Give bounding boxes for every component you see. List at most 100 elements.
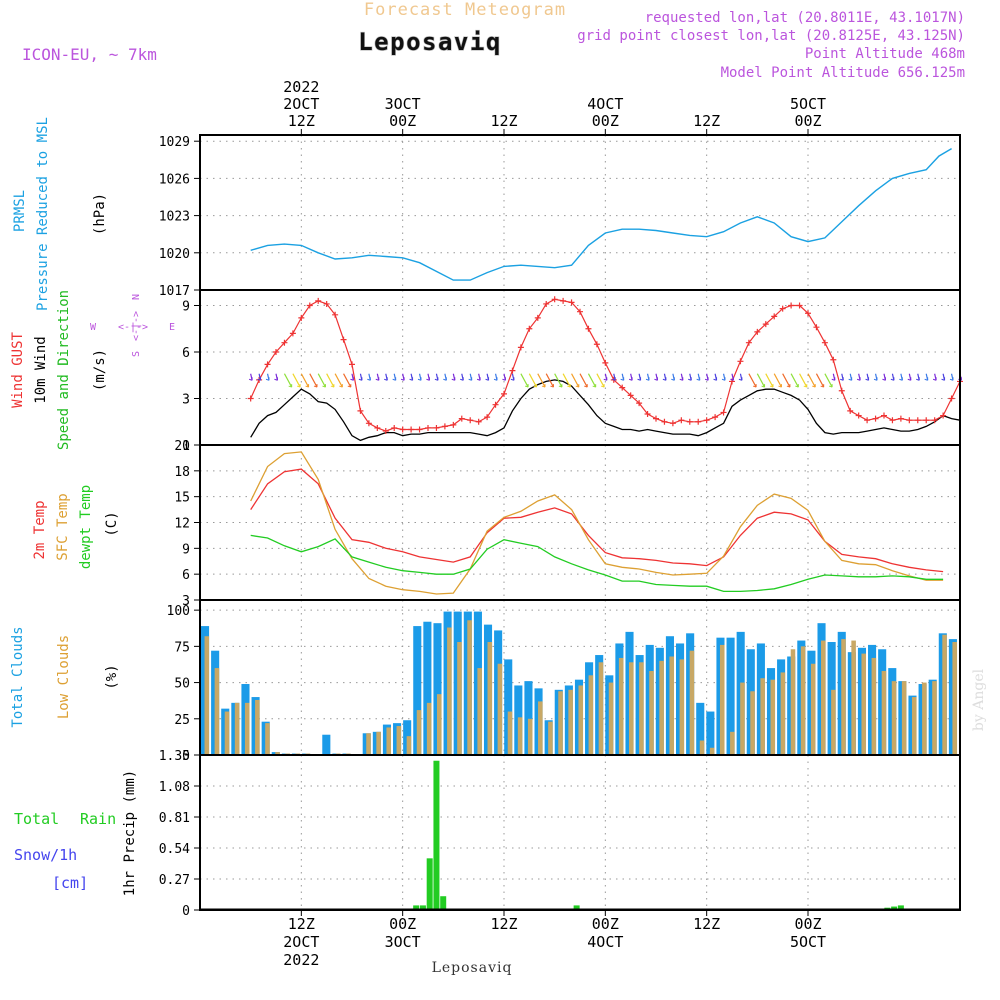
pressure-ytick-label: 1026 <box>159 172 190 187</box>
model-label: ICON-EU, ~ 7km <box>22 45 157 64</box>
total-cloud-bar <box>433 623 442 755</box>
gust-marker <box>585 325 592 332</box>
wind-dir-arrow <box>537 373 546 388</box>
bottom-time-label: 2OCT <box>283 933 319 951</box>
clouds-label-low: Low Clouds <box>56 635 72 719</box>
wind-dir-arrow <box>334 373 343 388</box>
total-cloud-bar <box>413 626 422 755</box>
wind-dir-arrow <box>326 373 335 388</box>
wind-dir-head <box>865 377 870 381</box>
temp-label-dew: dewpt Temp <box>78 485 94 569</box>
top-time-label: 4OCT <box>587 95 623 113</box>
gust-marker <box>441 423 448 430</box>
wind-dir-head <box>417 377 422 381</box>
wind-dir-head <box>367 377 371 381</box>
wind-dir-head <box>248 377 253 381</box>
precip-ytick-label: 0.81 <box>159 811 190 826</box>
precip-label-rain: Rain <box>80 810 116 828</box>
wind-dir-head <box>890 377 895 381</box>
gust-marker <box>391 424 398 431</box>
top-time-label: 5OCT <box>790 95 826 113</box>
gridpoint-coords: grid point closest lon,lat (20.8125E, 43… <box>577 28 965 44</box>
low-cloud-bar <box>214 668 220 755</box>
precip-bar <box>413 905 420 910</box>
bottom-time-label: 00Z <box>389 915 416 933</box>
low-cloud-bar <box>780 672 786 755</box>
wind-dir-head <box>679 377 684 381</box>
wind-ytick-label: 9 <box>182 300 190 315</box>
bottom-time-label: 00Z <box>794 915 821 933</box>
gust-marker <box>948 395 955 402</box>
gust-marker <box>264 361 271 368</box>
wind-dir-head <box>400 377 405 381</box>
gust-marker <box>931 417 938 424</box>
wind-10m-line <box>250 379 961 442</box>
wind-dir-arrow <box>300 373 310 388</box>
wind-dir-head <box>476 377 481 381</box>
low-cloud-bar <box>790 649 796 755</box>
gust-marker <box>889 417 896 424</box>
wind-dir-head <box>812 384 816 388</box>
wind-dir-arrow <box>317 373 326 388</box>
compass-arrow: <-|-> <box>131 311 142 341</box>
bottom-time-label: 12Z <box>490 915 517 933</box>
wind-dir-arrow <box>587 373 597 388</box>
gust-marker <box>703 417 710 424</box>
precip-bar <box>897 905 904 910</box>
low-cloud-bar <box>234 702 240 755</box>
gust-marker <box>298 314 305 321</box>
wind-dir-head <box>820 384 825 388</box>
gust-marker <box>788 302 795 309</box>
wind-dir-head <box>671 377 675 381</box>
temp-unit: (C) <box>104 511 120 536</box>
low-cloud-bar <box>608 682 614 755</box>
wind-dir-head <box>510 377 515 381</box>
low-cloud-bar <box>709 747 715 755</box>
wind-dir-arrow <box>292 373 301 388</box>
model-altitude: Model Point Altitude 656.125m <box>721 65 965 81</box>
low-cloud-bar <box>457 642 462 755</box>
gust-marker <box>509 367 516 374</box>
low-cloud-bar <box>750 691 755 755</box>
wind-dir-arrow <box>756 373 766 388</box>
compass-n: N <box>131 294 142 300</box>
low-cloud-bar <box>224 711 230 755</box>
wind-dir-arrow <box>554 373 563 388</box>
top-time-label: 2OCT <box>283 95 319 113</box>
requested-coords: requested lon,lat (20.8011E, 43.1017N) <box>645 10 965 26</box>
low-cloud-bar <box>649 670 654 755</box>
wind-dir-head <box>567 384 571 388</box>
low-cloud-bar <box>629 662 634 755</box>
wind-dir-head <box>786 384 791 388</box>
gust-marker <box>855 412 862 419</box>
gust-marker <box>593 341 600 348</box>
low-cloud-bar <box>639 662 644 755</box>
gust-marker <box>492 401 499 408</box>
wind-dir-head <box>358 377 363 381</box>
wind-dir-arrow <box>520 373 529 388</box>
wind-dir-head <box>502 377 506 381</box>
pressure-ytick-label: 1020 <box>159 247 190 262</box>
low-cloud-bar <box>568 689 573 755</box>
bottom-time-label: 5OCT <box>790 933 826 951</box>
wind-dir-arrow <box>824 373 833 388</box>
gust-marker <box>475 418 482 425</box>
temp-ytick-label: 12 <box>174 517 190 532</box>
top-time-label: 12Z <box>490 112 517 130</box>
total-cloud-bar <box>696 702 705 755</box>
precip-label-total: Total <box>14 810 59 828</box>
low-cloud-bar <box>578 685 584 755</box>
wind-dir-head <box>704 377 709 381</box>
watermark: by Angel <box>971 668 987 731</box>
top-time-label: 3OCT <box>385 95 421 113</box>
gust-marker <box>332 311 339 318</box>
gust-marker <box>247 395 254 402</box>
gust-marker <box>881 412 887 419</box>
top-time-label: 12Z <box>288 112 315 130</box>
low-cloud-bar <box>891 681 897 755</box>
gust-marker <box>762 321 769 328</box>
gust-marker <box>526 325 533 332</box>
wind-dir-head <box>899 377 903 381</box>
precip-ytick-label: 0 <box>182 904 190 919</box>
temp-ytick-label: 6 <box>182 568 190 583</box>
